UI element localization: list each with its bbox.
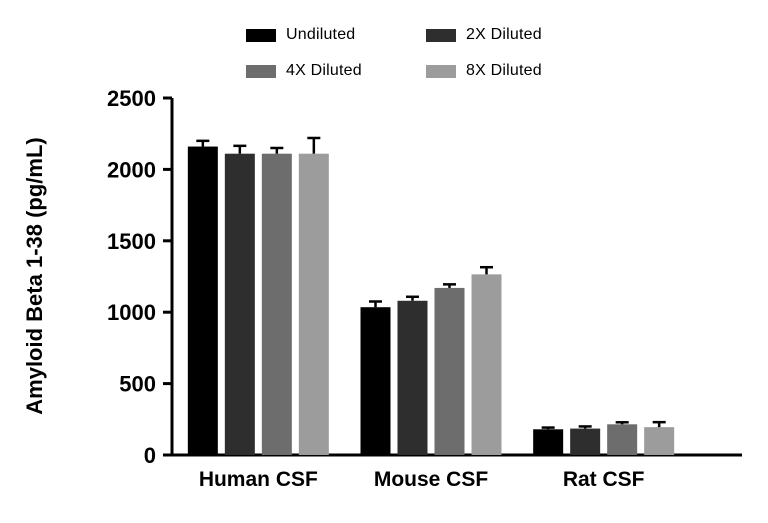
x-category-label: Human CSF [199,468,318,491]
legend-item: 8X Diluted [426,62,606,80]
y-tick-label: 2000 [107,157,156,182]
legend-label: 4X Diluted [286,62,362,79]
y-axis-title: Amyloid Beta 1-38 (pg/mL) [22,137,47,414]
bar [533,429,564,455]
legend-swatch [246,64,276,78]
bar [570,428,601,455]
bar [360,307,391,455]
legend-item: 4X Diluted [246,62,426,80]
bar [397,300,428,455]
y-tick-label: 0 [144,443,156,468]
bar [261,153,292,455]
legend-label: 8X Diluted [466,62,542,79]
bar [298,153,329,455]
bar [434,287,465,455]
legend-label: Undiluted [286,26,356,43]
legend-item: 2X Diluted [426,26,606,44]
bar [224,153,255,455]
bar [644,427,675,455]
x-category-label: Mouse CSF [374,468,489,491]
legend-label: 2X Diluted [466,26,542,43]
legend-swatch [426,64,456,78]
bar [187,146,218,455]
bar [607,424,638,455]
legend-swatch [426,28,456,42]
y-tick-label: 500 [119,372,156,397]
legend-swatch [246,28,276,42]
y-tick-label: 1000 [107,300,156,325]
x-category-label: Rat CSF [563,468,645,491]
legend-item: Undiluted [246,26,426,44]
y-tick-label: 2500 [107,86,156,111]
y-tick-label: 1500 [107,229,156,254]
bar [471,274,502,455]
chart-legend: Undiluted 2X Diluted 4X Diluted 8X Diluted [246,26,606,80]
